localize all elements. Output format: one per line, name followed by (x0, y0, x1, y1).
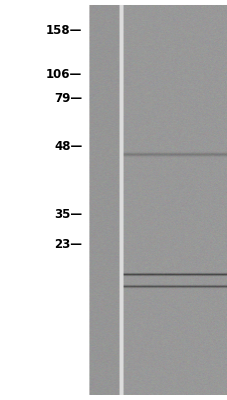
Text: 106—: 106— (46, 68, 82, 80)
Text: 23—: 23— (54, 238, 82, 250)
Text: 35—: 35— (54, 208, 82, 220)
Text: 79—: 79— (54, 92, 82, 104)
Text: 48—: 48— (54, 140, 82, 152)
Text: 158—: 158— (46, 24, 82, 36)
